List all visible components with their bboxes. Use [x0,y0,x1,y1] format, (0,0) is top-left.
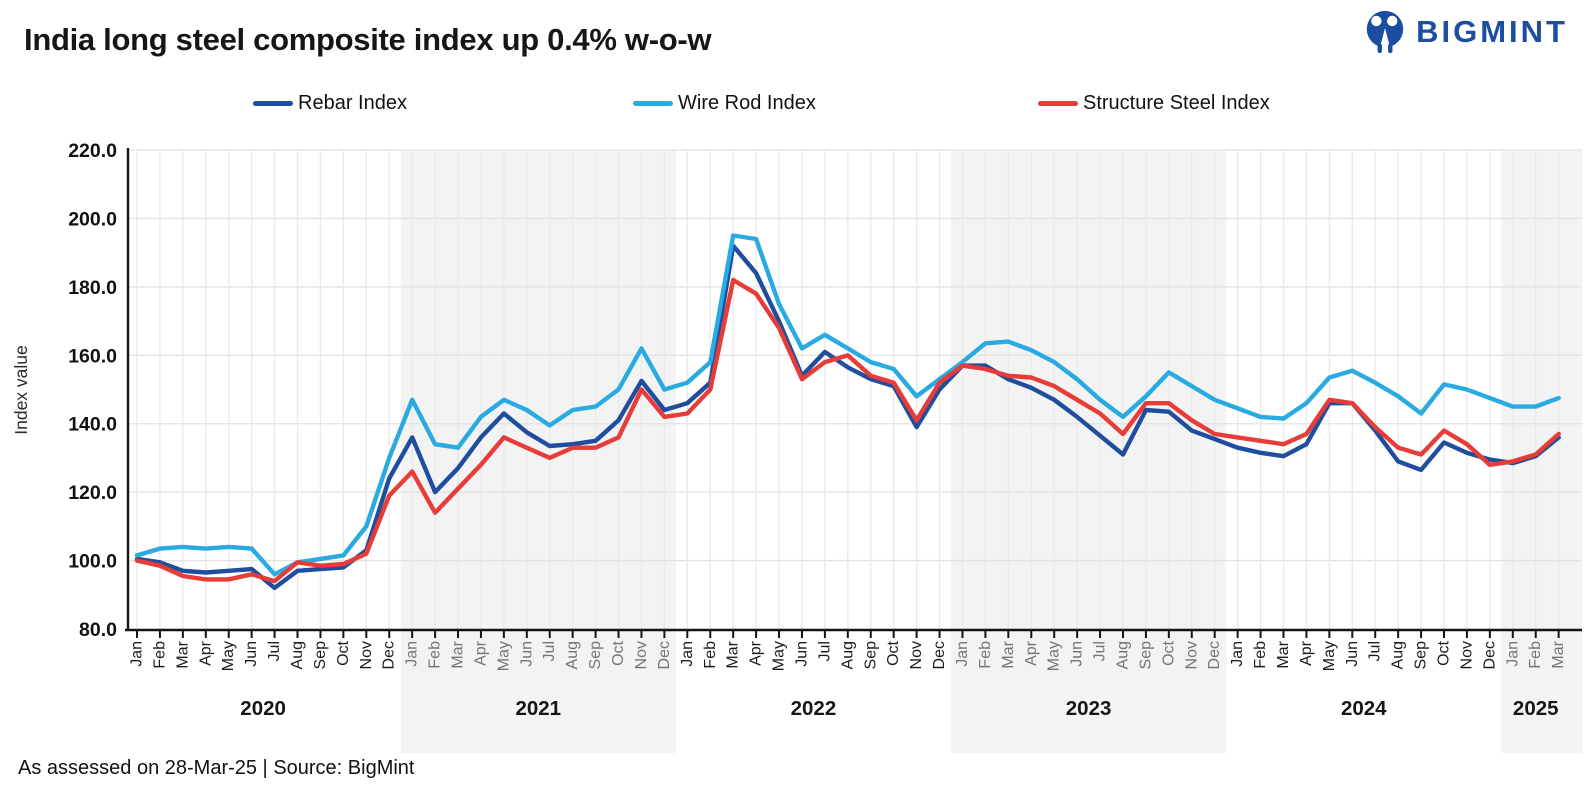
x-tick-label: Sep [1413,641,1430,670]
y-tick-label: 160.0 [68,345,117,367]
year-label: 2023 [1066,697,1112,720]
legend-swatch-wire-rod [633,101,673,106]
x-tick-label: Apr [1298,640,1315,666]
x-tick-label: Aug [564,641,581,669]
x-tick-label: Oct [1436,640,1453,665]
x-tick-label: Mar [1000,640,1017,668]
source-note: As assessed on 28-Mar-25 | Source: BigMi… [18,757,415,779]
x-tick-label: Aug [1114,641,1131,669]
year-label: 2022 [791,697,837,720]
x-tick-label: Jun [518,641,535,667]
series-line-wire-rod-index [134,233,1561,577]
x-tick-label: Dec [381,641,398,669]
series-line-rebar-index [134,243,1561,591]
x-tick-label: Nov [633,641,650,669]
y-tick-label: 180.0 [68,277,117,299]
x-tick-label: Jul [1367,641,1384,661]
x-tick-label: Oct [1160,640,1177,665]
year-label: 2025 [1513,697,1559,720]
y-tick-label: 220.0 [68,140,117,162]
legend-label-structure-steel: Structure Steel Index [1083,92,1270,114]
x-tick-label: Dec [1481,641,1498,669]
x-tick-label: Nov [1458,641,1475,669]
x-tick-label: Jan [404,641,421,667]
x-tick-label: Jan [129,641,146,667]
x-tick-label: Feb [977,641,994,669]
year-label: 2024 [1341,697,1387,720]
x-tick-label: Feb [1527,641,1544,669]
x-tick-label: Oct [335,640,352,665]
x-tick-label: Apr [1023,640,1040,666]
x-tick-label: Feb [151,641,168,669]
page-title: India long steel composite index up 0.4%… [24,22,712,57]
series-line-structure-steel-index [134,277,1561,584]
x-tick-label: Feb [427,641,444,669]
x-tick-label: Feb [702,641,719,669]
x-tick-label: May [495,641,512,671]
x-tick-label: May [1046,641,1063,671]
x-tick-label: Sep [587,641,604,670]
x-tick-label: Apr [472,640,489,666]
x-tick-label: Jul [266,641,283,661]
x-tick-label: Dec [1206,641,1223,669]
x-tick-label: Jan [679,641,696,667]
year-label: 2020 [240,697,286,720]
year-band-2023 [951,150,1227,753]
x-tick-label: Jul [816,641,833,661]
x-tick-label: Oct [885,640,902,665]
year-label: 2021 [515,697,561,720]
x-tick-label: Dec [931,641,948,669]
y-tick-label: 200.0 [68,208,117,230]
x-tick-label: Apr [197,640,214,666]
legend-item-structure-steel: Structure Steel Index [1038,92,1270,115]
legend-swatch-structure-steel [1038,101,1078,106]
y-tick-label: 80.0 [79,619,117,641]
x-tick-label: Mar [1275,640,1292,668]
x-tick-label: Jun [1344,641,1361,667]
x-tick-label: Jul [541,641,558,661]
legend-label-rebar: Rebar Index [298,92,407,114]
x-tick-label: Jul [1092,641,1109,661]
y-tick-label: 120.0 [68,482,117,504]
legend-item-wire-rod: Wire Rod Index [633,92,816,115]
x-tick-label: Nov [1183,641,1200,669]
x-tick-label: Apr [748,640,765,666]
x-tick-label: Jun [1069,641,1086,667]
x-tick-label: Aug [1390,641,1407,669]
x-tick-label: Feb [1252,641,1269,669]
x-tick-label: Aug [289,641,306,669]
x-tick-label: Sep [1137,641,1154,670]
bigmint-logo-text: BIGMINT [1416,14,1568,49]
x-tick-label: Oct [610,640,627,665]
y-tick-label: 100.0 [68,551,117,573]
x-tick-label: May [771,641,788,671]
x-tick-label: Nov [908,641,925,669]
bigmint-logo-icon [1366,10,1404,54]
x-tick-label: Mar [1550,640,1567,668]
x-tick-label: Jan [1229,641,1246,667]
x-tick-label: Sep [312,641,329,670]
x-tick-label: May [1321,641,1338,671]
legend-swatch-rebar [253,101,293,106]
x-tick-label: Mar [725,640,742,668]
y-tick-label: 140.0 [68,414,117,436]
x-tick-label: Dec [656,641,673,669]
x-tick-label: Sep [862,641,879,670]
x-tick-label: Nov [358,641,375,669]
legend-label-wire-rod: Wire Rod Index [678,92,816,114]
x-tick-label: Jan [954,641,971,667]
x-tick-label: May [220,641,237,671]
x-tick-label: Jan [1504,641,1521,667]
legend-item-rebar: Rebar Index [253,92,407,115]
x-tick-label: Aug [839,641,856,669]
x-tick-label: Jun [243,641,260,667]
x-tick-label: Mar [174,640,191,668]
y-axis-title: Index value [11,345,31,435]
x-tick-label: Mar [450,640,467,668]
x-tick-label: Jun [793,641,810,667]
bigmint-logo: BIGMINT [1362,8,1568,56]
